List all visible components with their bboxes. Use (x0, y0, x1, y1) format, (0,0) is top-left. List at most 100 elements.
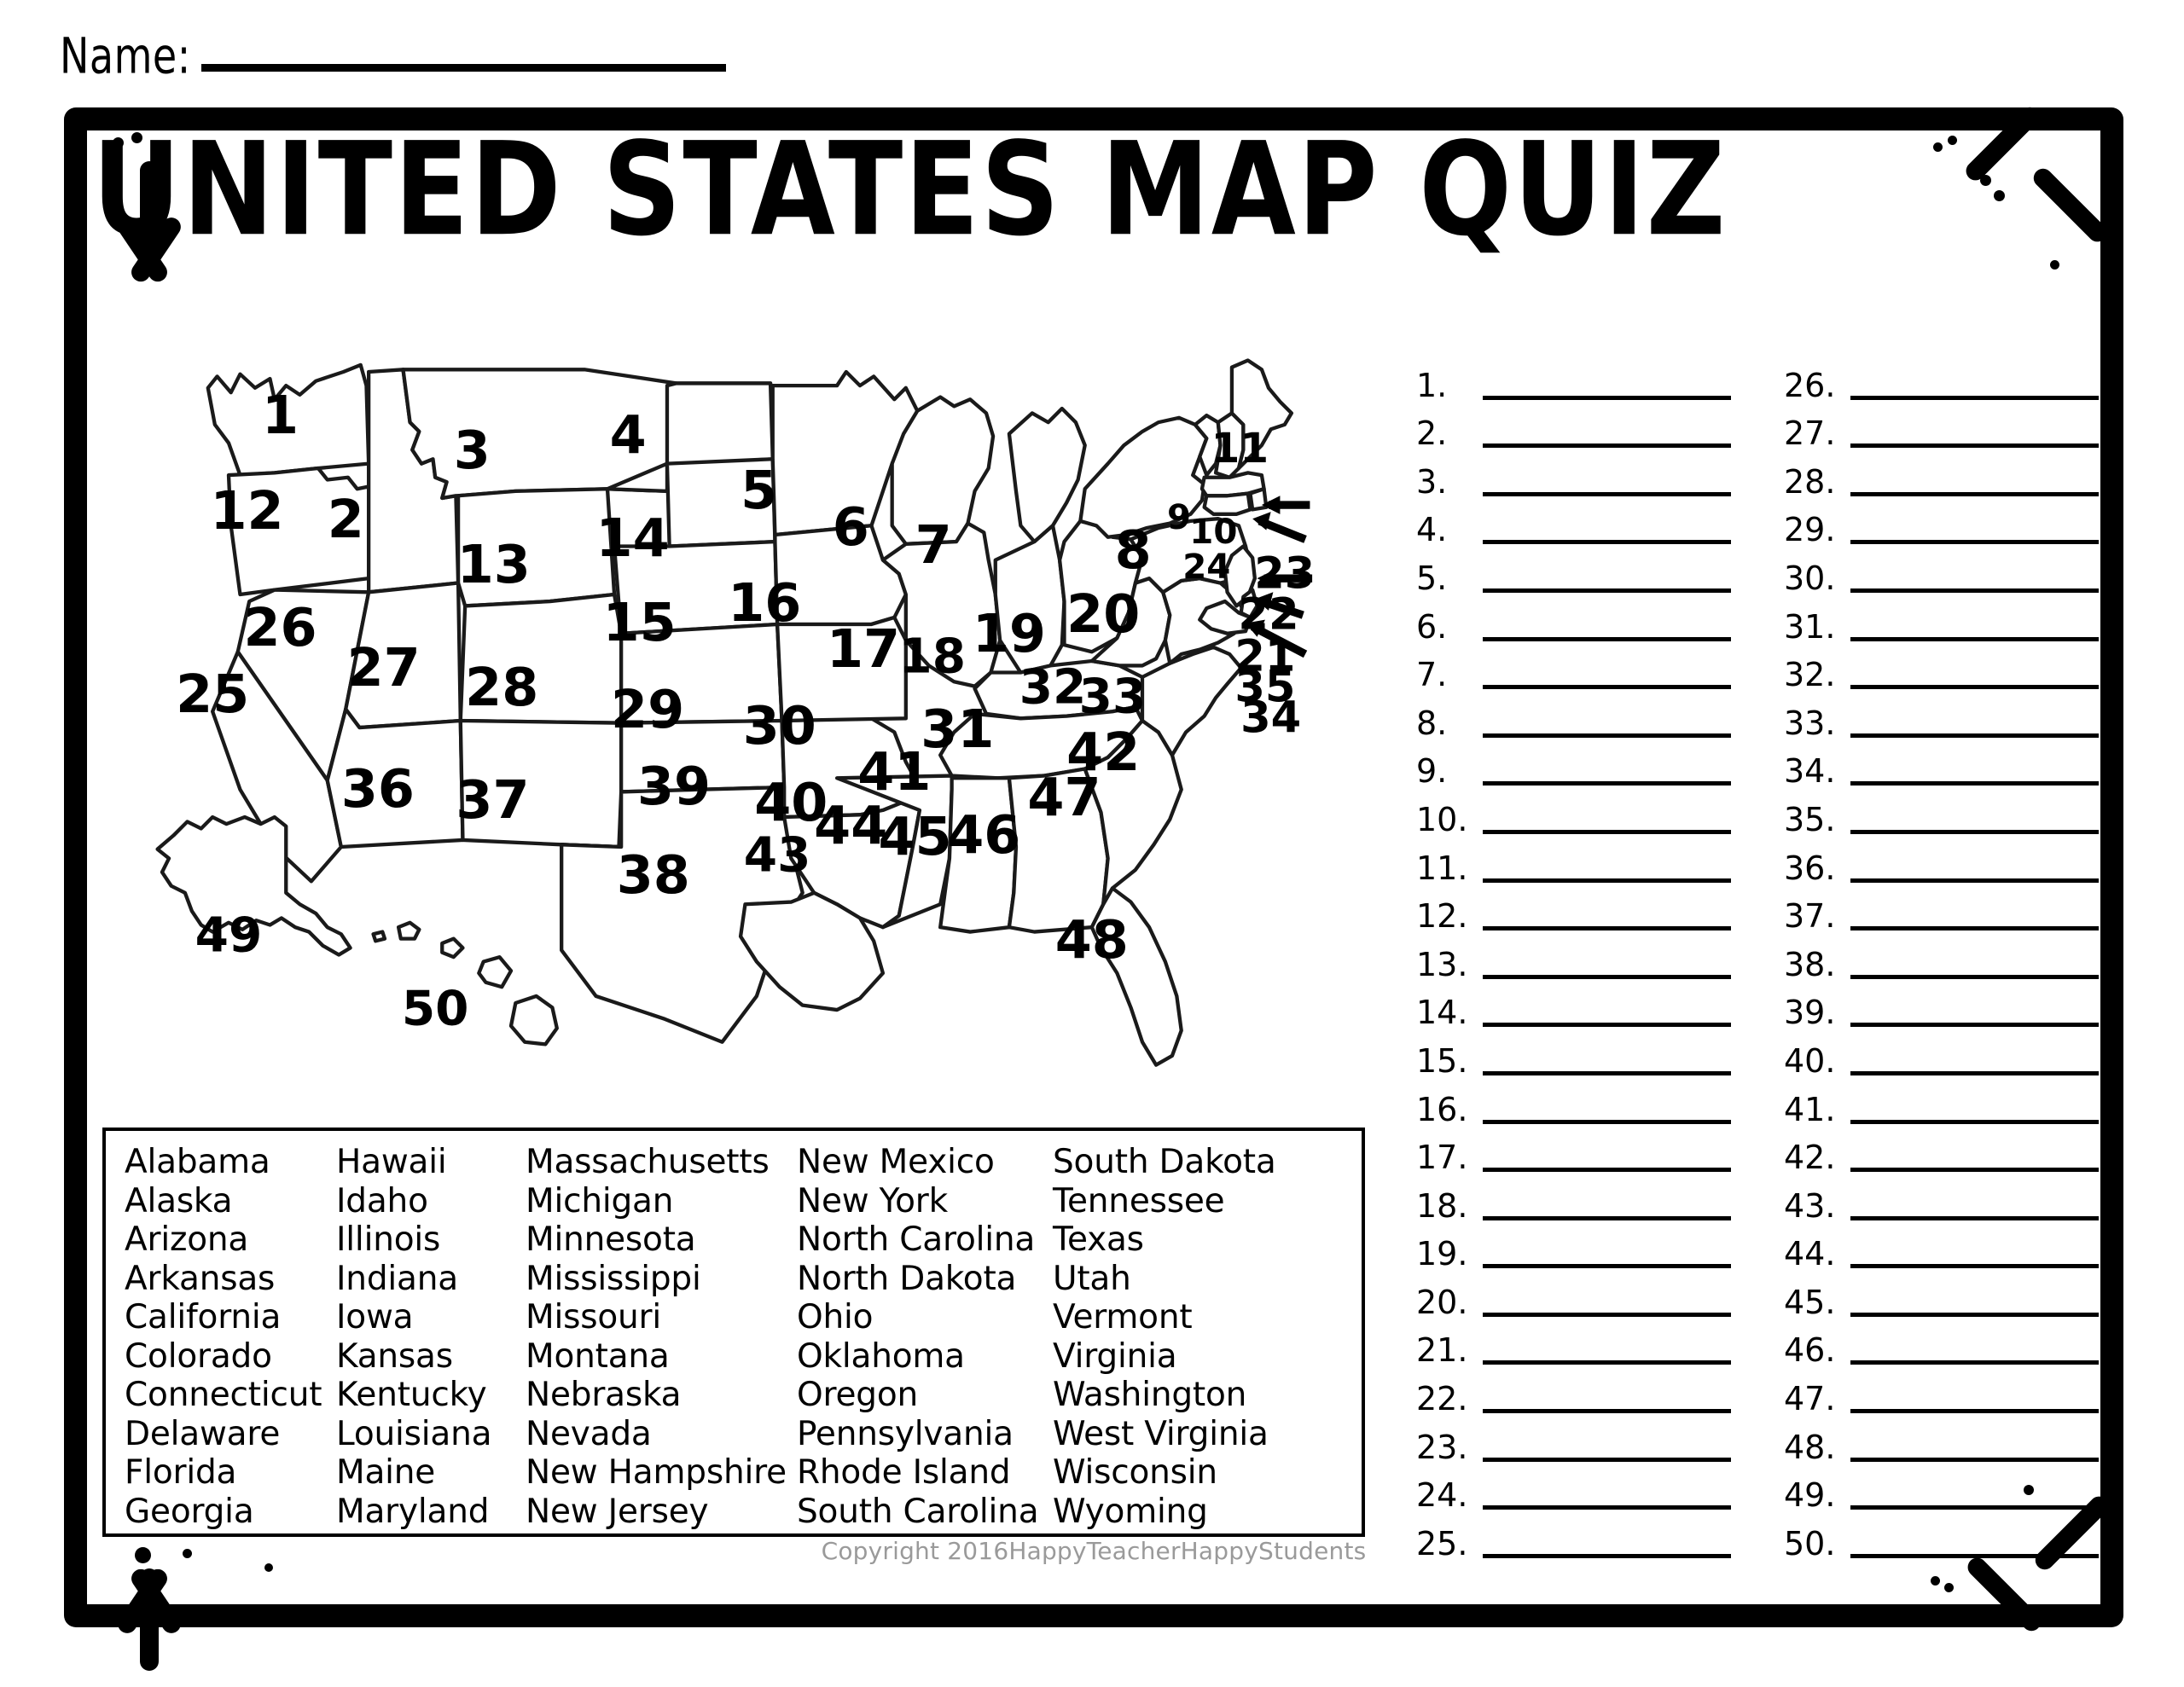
word-bank-item[interactable]: Rhode Island (797, 1453, 1011, 1492)
answer-input-32[interactable] (1850, 685, 2099, 690)
word-bank-item[interactable]: Oregon (797, 1376, 919, 1414)
answer-input-28[interactable] (1850, 491, 2099, 496)
answer-input-43[interactable] (1850, 1215, 2099, 1220)
word-bank-item[interactable]: Wisconsin (1053, 1453, 1217, 1492)
answer-input-16[interactable] (1483, 1119, 1731, 1124)
word-bank-item[interactable]: Indiana (336, 1259, 458, 1298)
word-bank-item[interactable]: Nevada (526, 1414, 652, 1453)
word-bank-item[interactable]: Missouri (526, 1298, 661, 1336)
word-bank-item[interactable]: Texas (1053, 1220, 1144, 1259)
answer-input-3[interactable] (1483, 491, 1731, 496)
answer-input-44[interactable] (1850, 1264, 2099, 1269)
answer-input-37[interactable] (1850, 926, 2099, 931)
answer-input-24[interactable] (1483, 1505, 1731, 1510)
word-bank-item[interactable]: Georgia (125, 1492, 254, 1531)
word-bank-item[interactable]: Vermont (1053, 1298, 1193, 1336)
answer-input-49[interactable] (1850, 1505, 2099, 1510)
word-bank-item[interactable]: Oklahoma (797, 1336, 965, 1376)
word-bank-item[interactable]: Louisiana (336, 1414, 492, 1453)
answer-input-25[interactable] (1483, 1553, 1731, 1558)
word-bank-item[interactable]: Ohio (797, 1298, 874, 1336)
word-bank-item[interactable]: Alabama (125, 1143, 270, 1181)
answer-input-38[interactable] (1850, 974, 2099, 979)
answer-input-40[interactable] (1850, 1070, 2099, 1075)
answer-input-33[interactable] (1850, 733, 2099, 738)
answer-input-23[interactable] (1483, 1457, 1731, 1462)
word-bank-item[interactable]: Alaska (125, 1181, 233, 1220)
word-bank-item[interactable]: Arizona (125, 1220, 249, 1259)
answer-input-18[interactable] (1483, 1215, 1731, 1220)
answer-input-20[interactable] (1483, 1312, 1731, 1317)
word-bank-item[interactable]: North Carolina (797, 1220, 1036, 1259)
answer-input-11[interactable] (1483, 878, 1731, 883)
word-bank-item[interactable]: New Jersey (526, 1492, 709, 1531)
word-bank-item[interactable]: Montana (526, 1336, 670, 1376)
answer-input-21[interactable] (1483, 1360, 1731, 1365)
word-bank-item[interactable]: California (125, 1298, 282, 1336)
answer-input-22[interactable] (1483, 1409, 1731, 1414)
word-bank-item[interactable]: Pennsylvania (797, 1414, 1014, 1453)
word-bank-item[interactable]: New Hampshire (526, 1453, 787, 1492)
answer-input-19[interactable] (1483, 1264, 1731, 1269)
answer-input-10[interactable] (1483, 829, 1731, 834)
word-bank-item[interactable]: Arkansas (125, 1259, 276, 1298)
answer-input-45[interactable] (1850, 1312, 2099, 1317)
word-bank-item[interactable]: Iowa (336, 1298, 414, 1336)
word-bank-item[interactable]: West Virginia (1053, 1414, 1269, 1453)
word-bank-item[interactable]: Florida (125, 1453, 237, 1492)
answer-input-17[interactable] (1483, 1168, 1731, 1173)
word-bank-item[interactable]: Washington (1053, 1376, 1247, 1414)
answer-input-36[interactable] (1850, 878, 2099, 883)
word-bank-item[interactable]: Hawaii (336, 1143, 447, 1181)
word-bank-item[interactable]: Kansas (336, 1336, 453, 1376)
answer-input-31[interactable] (1850, 636, 2099, 641)
answer-input-6[interactable] (1483, 636, 1731, 641)
answer-input-42[interactable] (1850, 1168, 2099, 1173)
answer-input-29[interactable] (1850, 540, 2099, 545)
answer-input-50[interactable] (1850, 1553, 2099, 1558)
word-bank-item[interactable]: Wyoming (1053, 1492, 1208, 1531)
answer-input-47[interactable] (1850, 1409, 2099, 1414)
word-bank-item[interactable]: Maryland (336, 1492, 490, 1531)
word-bank-item[interactable]: Maine (336, 1453, 436, 1492)
answer-input-27[interactable] (1850, 443, 2099, 449)
answer-input-34[interactable] (1850, 781, 2099, 786)
word-bank-item[interactable]: South Carolina (797, 1492, 1039, 1531)
answer-input-8[interactable] (1483, 733, 1731, 738)
word-bank-item[interactable]: Utah (1053, 1259, 1131, 1298)
answer-input-12[interactable] (1483, 926, 1731, 931)
answer-input-13[interactable] (1483, 974, 1731, 979)
word-bank-item[interactable]: Idaho (336, 1181, 428, 1220)
word-bank-item[interactable]: North Dakota (797, 1259, 1017, 1298)
word-bank-item[interactable]: Delaware (125, 1414, 281, 1453)
answer-input-4[interactable] (1483, 540, 1731, 545)
answer-input-26[interactable] (1850, 395, 2099, 400)
word-bank-item[interactable]: New Mexico (797, 1143, 995, 1181)
answer-input-48[interactable] (1850, 1457, 2099, 1462)
word-bank-item[interactable]: Michigan (526, 1181, 674, 1220)
answer-input-15[interactable] (1483, 1070, 1731, 1075)
answer-input-39[interactable] (1850, 1023, 2099, 1028)
word-bank-item[interactable]: Nebraska (526, 1376, 682, 1414)
answer-input-9[interactable] (1483, 781, 1731, 786)
answer-input-7[interactable] (1483, 685, 1731, 690)
answer-input-14[interactable] (1483, 1023, 1731, 1028)
word-bank-item[interactable]: Virginia (1053, 1336, 1177, 1376)
answer-input-2[interactable] (1483, 443, 1731, 449)
word-bank-item[interactable]: New York (797, 1181, 948, 1220)
word-bank-item[interactable]: Kentucky (336, 1376, 487, 1414)
answer-input-41[interactable] (1850, 1119, 2099, 1124)
word-bank-item[interactable]: Minnesota (526, 1220, 696, 1259)
name-input-blank[interactable] (200, 64, 726, 72)
word-bank-item[interactable]: South Dakota (1053, 1143, 1276, 1181)
answer-input-46[interactable] (1850, 1360, 2099, 1365)
answer-input-5[interactable] (1483, 588, 1731, 593)
answer-input-1[interactable] (1483, 395, 1731, 400)
word-bank-item[interactable]: Colorado (125, 1336, 272, 1376)
word-bank-item[interactable]: Massachusetts (526, 1143, 770, 1181)
word-bank-item[interactable]: Mississippi (526, 1259, 701, 1298)
word-bank-item[interactable]: Illinois (336, 1220, 441, 1259)
answer-input-35[interactable] (1850, 829, 2099, 834)
word-bank-item[interactable]: Tennessee (1053, 1181, 1225, 1220)
answer-input-30[interactable] (1850, 588, 2099, 593)
